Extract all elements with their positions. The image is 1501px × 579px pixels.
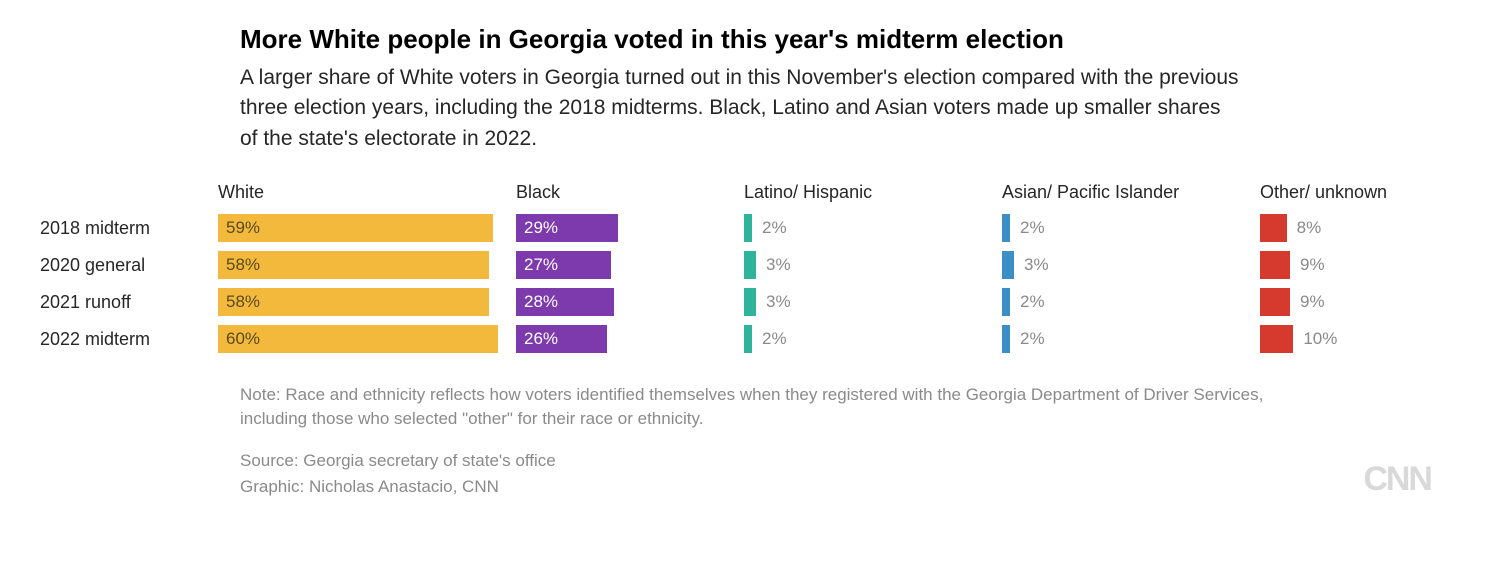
bar-latino [744, 325, 752, 353]
bar-cell-latino: 3% [744, 251, 984, 279]
bar-value-label: 2% [1010, 292, 1045, 312]
bar-value-label: 58% [218, 292, 260, 312]
bar-value-label: 10% [1293, 329, 1337, 349]
column-header-black: Black [516, 182, 726, 205]
bar-value-label: 2% [752, 329, 787, 349]
bar-value-label: 29% [516, 218, 558, 238]
bar-cell-black: 28% [516, 288, 726, 316]
row-label: 2022 midterm [40, 329, 200, 350]
bar-cell-asian: 2% [1002, 214, 1242, 242]
bar-value-label: 3% [756, 292, 791, 312]
bar-value-label: 9% [1290, 255, 1325, 275]
bar-cell-asian: 2% [1002, 325, 1242, 353]
bar-black: 28% [516, 288, 614, 316]
bar-cell-black: 26% [516, 325, 726, 353]
bar-latino [744, 251, 756, 279]
bar-value-label: 2% [1010, 329, 1045, 349]
bar-other [1260, 214, 1287, 242]
bar-black: 29% [516, 214, 618, 242]
header-block: More White people in Georgia voted in th… [240, 24, 1401, 154]
bar-white: 58% [218, 251, 489, 279]
bar-chart-grid: White Black Latino/ Hispanic Asian/ Pacific… [40, 182, 1461, 353]
bar-cell-latino: 2% [744, 325, 984, 353]
bar-white: 60% [218, 325, 498, 353]
bar-cell-black: 29% [516, 214, 726, 242]
bar-cell-black: 27% [516, 251, 726, 279]
bar-value-label: 2% [1010, 218, 1045, 238]
bar-cell-white: 58% [218, 251, 498, 279]
bar-cell-other: 9% [1260, 251, 1460, 279]
bar-cell-latino: 2% [744, 214, 984, 242]
bar-cell-asian: 3% [1002, 251, 1242, 279]
bar-value-label: 60% [218, 329, 260, 349]
bar-asian [1002, 214, 1010, 242]
row-label: 2021 runoff [40, 292, 200, 313]
bar-cell-white: 58% [218, 288, 498, 316]
footer-block: Note: Race and ethnicity reflects how vo… [240, 383, 1401, 498]
bar-white: 58% [218, 288, 489, 316]
chart-title: More White people in Georgia voted in th… [240, 24, 1401, 55]
bar-value-label: 59% [218, 218, 260, 238]
bar-asian [1002, 325, 1010, 353]
column-header-latino: Latino/ Hispanic [744, 182, 984, 205]
column-header-asian: Asian/ Pacific Islander [1002, 182, 1242, 205]
bar-other [1260, 288, 1290, 316]
bar-cell-other: 9% [1260, 288, 1460, 316]
row-label: 2018 midterm [40, 218, 200, 239]
figure-root: More White people in Georgia voted in th… [0, 0, 1501, 519]
bar-asian [1002, 288, 1010, 316]
bar-asian [1002, 251, 1014, 279]
bar-value-label: 28% [516, 292, 558, 312]
bar-value-label: 3% [1014, 255, 1049, 275]
bar-latino [744, 214, 752, 242]
bar-cell-other: 8% [1260, 214, 1460, 242]
bar-value-label: 3% [756, 255, 791, 275]
note-text: Note: Race and ethnicity reflects how vo… [240, 383, 1270, 431]
column-header-other: Other/ unknown [1260, 182, 1460, 205]
bar-cell-asian: 2% [1002, 288, 1242, 316]
credit-text: Graphic: Nicholas Anastacio, CNN [240, 475, 1270, 499]
bar-other [1260, 251, 1290, 279]
bar-latino [744, 288, 756, 316]
source-text: Source: Georgia secretary of state's off… [240, 449, 1270, 473]
bar-other [1260, 325, 1293, 353]
bar-value-label: 27% [516, 255, 558, 275]
bar-cell-white: 60% [218, 325, 498, 353]
bar-cell-white: 59% [218, 214, 498, 242]
bar-value-label: 2% [752, 218, 787, 238]
column-header-white: White [218, 182, 498, 205]
bar-white: 59% [218, 214, 493, 242]
bar-value-label: 58% [218, 255, 260, 275]
bar-value-label: 26% [516, 329, 558, 349]
bar-black: 26% [516, 325, 607, 353]
row-label: 2020 general [40, 255, 200, 276]
bar-cell-other: 10% [1260, 325, 1460, 353]
bar-black: 27% [516, 251, 611, 279]
chart-subtitle: A larger share of White voters in Georgi… [240, 63, 1240, 154]
bar-value-label: 8% [1287, 218, 1322, 238]
bar-value-label: 9% [1290, 292, 1325, 312]
cnn-logo: CNN [1363, 460, 1431, 499]
bar-cell-latino: 3% [744, 288, 984, 316]
